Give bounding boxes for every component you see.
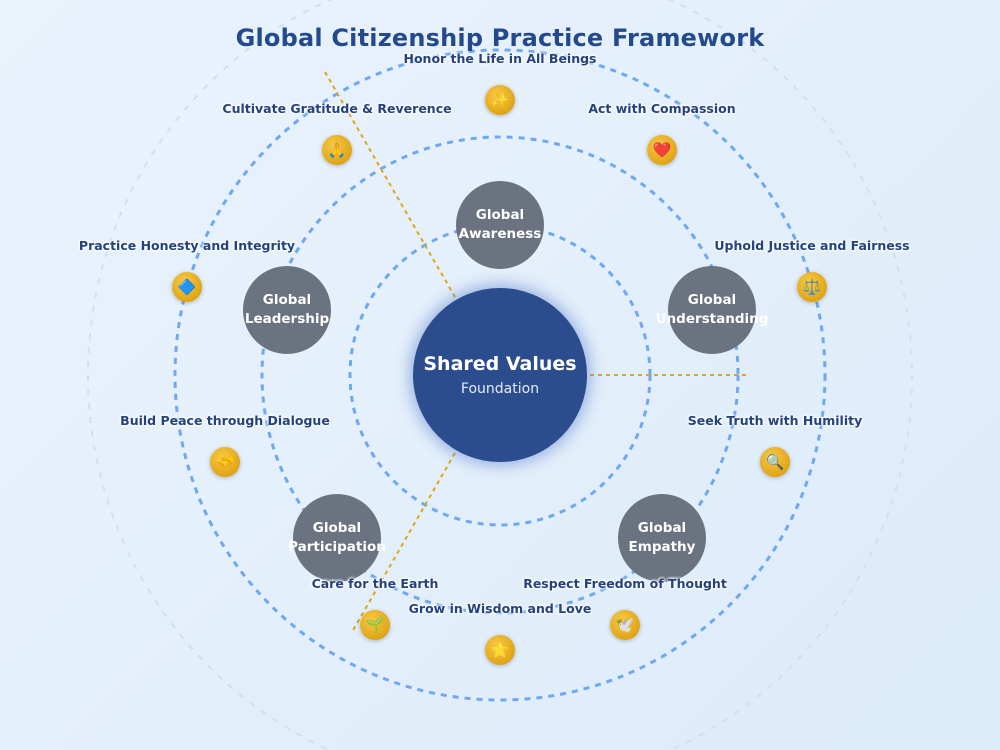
node-global-empathy[interactable]: Global Empathy [618,494,706,582]
node-line1: Global [637,520,687,536]
node-line2: Understanding [655,311,769,327]
node-line2: Empathy [628,539,696,555]
scales-icon[interactable]: ⚖️ [797,272,827,302]
practice-label: Practice Honesty and Integrity [78,238,296,253]
sparkles-icon[interactable]: ✨ [485,85,515,115]
praying-hands-icon[interactable]: 🙏 [322,135,352,165]
practice-label: Uphold Justice and Fairness [714,238,910,253]
diamond-icon[interactable]: 🔷 [172,272,202,302]
star-icon[interactable]: ⭐ [485,635,515,665]
node-global-participation[interactable]: Global Participation [288,494,386,582]
magnifier-icon[interactable]: 🔍 [760,447,790,477]
connector-line [351,452,456,633]
connector-line [324,71,456,298]
handshake-icon[interactable]: 🤝 [210,447,240,477]
node-line1: Global [312,520,362,536]
page-title: Global Citizenship Practice Framework [235,24,765,52]
node-line1: Global [262,292,312,308]
node-global-awareness[interactable]: Global Awareness [456,181,544,269]
practice-label: Care for the Earth [311,576,439,591]
node-line2: Leadership [244,311,330,327]
node-line2: Awareness [458,226,542,242]
node-line2: Participation [288,539,386,555]
practice-label: Grow in Wisdom and Love [408,601,592,616]
practice-label: Cultivate Gratitude & Reverence [222,101,452,116]
practices-ring [173,48,827,702]
node-global-leadership[interactable]: Global Leadership [243,266,331,354]
core-shared-values[interactable]: Shared Values Foundation [413,288,587,462]
node-global-understanding[interactable]: Global Understanding [656,266,768,354]
node-line1: Global [687,292,737,308]
seedling-icon[interactable]: 🌱 [360,610,390,640]
practice-label: Seek Truth with Humility [687,413,863,428]
dove-icon[interactable]: 🕊️ [610,610,640,640]
heart-icon[interactable]: ❤️ [647,135,677,165]
node-line1: Global [475,207,525,223]
practice-label: Build Peace through Dialogue [120,413,330,428]
core-subtitle: Foundation [460,381,540,397]
practice-label: Honor the Life in All Beings [403,51,597,66]
practice-label: Respect Freedom of Thought [523,576,727,591]
practice-label: Act with Compassion [588,101,736,116]
outer-faint-ring [87,0,913,750]
core-title: Shared Values [423,353,577,375]
